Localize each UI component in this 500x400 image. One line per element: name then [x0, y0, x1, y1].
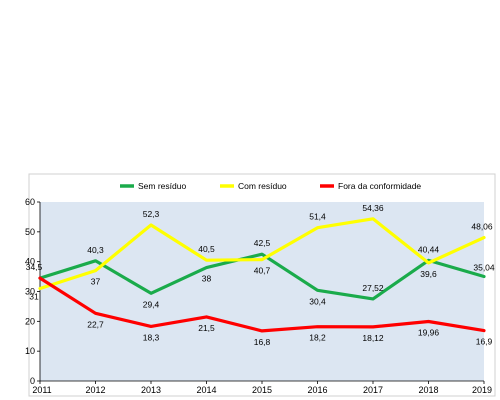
x-tick-label: 2017 [363, 385, 383, 395]
legend: Sem resíduo Com resíduo Fora da conformida… [120, 181, 421, 191]
data-label: 52,3 [143, 209, 160, 219]
data-label: 48,06 [471, 222, 493, 232]
x-tick-label: 2019 [472, 385, 492, 395]
data-label: 54,36 [362, 203, 384, 213]
x-tick-label: 2018 [418, 385, 438, 395]
data-label: 35,04 [473, 262, 495, 272]
y-tick-label: 50 [25, 227, 35, 237]
data-label: 42,5 [254, 238, 271, 248]
data-label: 51,4 [309, 212, 326, 222]
data-label: 19,96 [418, 327, 440, 337]
data-label: 18,12 [362, 333, 384, 343]
data-label: 39,6 [420, 269, 437, 279]
x-tick-label: 2014 [196, 385, 216, 395]
data-label: 40,7 [254, 266, 271, 276]
data-label: 21,5 [198, 323, 215, 333]
y-tick-label: 10 [25, 346, 35, 356]
y-tick-label: 20 [25, 316, 35, 326]
data-label: 40,5 [198, 244, 215, 254]
legend-item: Sem resíduo [120, 181, 186, 191]
data-label: 27,52 [362, 283, 384, 293]
legend-label: Fora da conformidade [338, 181, 421, 191]
x-tick-label: 2015 [252, 385, 272, 395]
series-line-2 [38, 276, 486, 333]
data-label: 40,3 [87, 245, 104, 255]
data-label: 38 [202, 274, 212, 284]
data-label: 40,44 [418, 244, 440, 254]
series-line-1 [38, 217, 486, 291]
x-tick-label: 2013 [141, 385, 161, 395]
y-tick-label: 60 [25, 197, 35, 207]
x-tick-label: 2011 [32, 385, 51, 395]
legend-item: Com resíduo [220, 181, 287, 191]
y-tick-label: 40 [25, 257, 35, 267]
data-label: 16,9 [476, 337, 493, 347]
legend-label: Sem resíduo [138, 181, 186, 191]
data-label: 18,3 [143, 332, 160, 342]
data-label: 30,4 [309, 296, 326, 306]
data-label: 34,5 [26, 262, 43, 272]
data-label: 22,7 [87, 319, 104, 329]
data-label: 29,4 [143, 299, 160, 309]
y-tick-label: 0 [30, 376, 35, 386]
series-line-0 [38, 252, 486, 301]
axes: 0 10 20 30 40 50 60 2011 2012 2013 2014 2015 2016 201… [25, 197, 492, 395]
legend-label: Com resíduo [238, 181, 287, 191]
data-labels: 34,540,329,43842,530,427,5240,4435,04313… [26, 203, 495, 347]
data-label: 37 [91, 277, 101, 287]
y-tick-label: 30 [25, 287, 35, 297]
data-label: 18,2 [309, 333, 326, 343]
legend-item: Fora da conformidade [320, 181, 421, 191]
x-tick-label: 2012 [85, 385, 105, 395]
x-tick-label: 2016 [307, 385, 327, 395]
series-lines [38, 217, 486, 333]
data-label: 31 [29, 292, 39, 302]
plot-area [40, 202, 484, 381]
data-label: 16,8 [254, 337, 271, 347]
